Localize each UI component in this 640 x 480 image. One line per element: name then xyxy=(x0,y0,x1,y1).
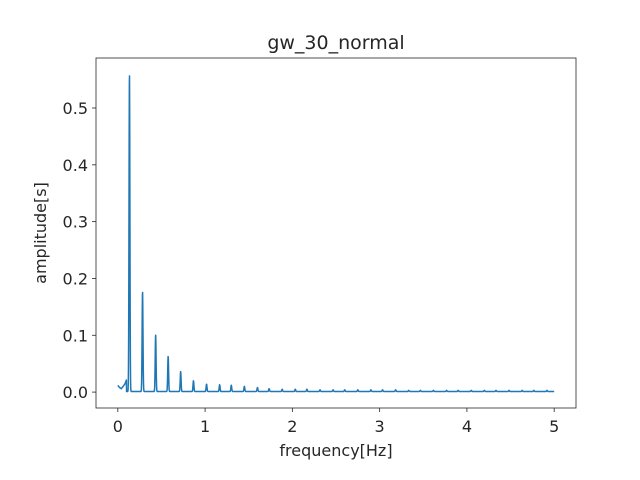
y-tick-label: 0.5 xyxy=(63,99,88,118)
x-tick-label: 2 xyxy=(287,417,297,436)
y-tick-label: 0.1 xyxy=(63,326,88,345)
plot-area-frame xyxy=(95,57,577,409)
x-tick-label: 3 xyxy=(375,417,385,436)
x-tick-label: 1 xyxy=(200,417,210,436)
x-axis-label: frequency[Hz] xyxy=(279,441,392,460)
y-tick-label: 0.2 xyxy=(63,269,88,288)
x-tick-label: 0 xyxy=(113,417,123,436)
x-tick-label: 5 xyxy=(549,417,559,436)
y-axis-ticks: 0.0 0.1 0.2 0.3 0.4 0.5 xyxy=(63,99,96,402)
y-tick-label: 0.4 xyxy=(63,156,88,175)
chart-title: gw_30_normal xyxy=(267,32,404,54)
x-axis-ticks: 0 1 2 3 4 5 xyxy=(113,408,559,436)
x-tick-label: 4 xyxy=(462,417,472,436)
y-tick-label: 0.0 xyxy=(63,383,88,402)
y-tick-label: 0.3 xyxy=(63,213,88,232)
y-axis-label: amplitude[s] xyxy=(31,182,50,284)
amplitude-spectrum-line xyxy=(117,75,555,393)
